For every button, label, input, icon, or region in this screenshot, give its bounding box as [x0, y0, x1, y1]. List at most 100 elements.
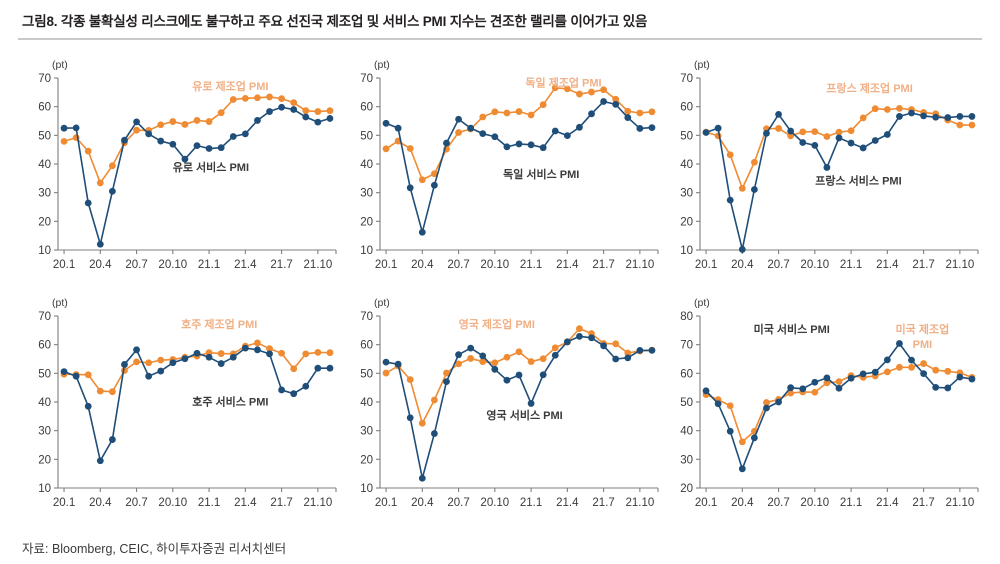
- data-point: [96, 387, 104, 395]
- data-point: [326, 107, 334, 115]
- data-point: [920, 112, 928, 120]
- data-point: [763, 129, 770, 137]
- data-point: [467, 344, 475, 352]
- y-axis-unit-label: (pt): [52, 59, 68, 71]
- data-point: [968, 375, 976, 383]
- x-tick-label: 20.1: [53, 259, 75, 271]
- data-point: [193, 142, 201, 150]
- data-point: [738, 438, 746, 446]
- data-point: [636, 125, 644, 132]
- data-point: [290, 99, 298, 107]
- data-point: [418, 176, 426, 184]
- data-point: [847, 374, 855, 382]
- data-point: [205, 118, 213, 125]
- y-tick-label: 40: [680, 159, 693, 171]
- data-point: [406, 184, 414, 192]
- data-point: [443, 378, 450, 386]
- data-point: [217, 144, 225, 152]
- x-tick-label: 21.1: [520, 497, 542, 509]
- y-tick-label: 40: [38, 397, 51, 409]
- data-point: [714, 400, 722, 408]
- data-point: [169, 359, 177, 367]
- data-point: [217, 360, 225, 367]
- data-point: [278, 95, 286, 103]
- data-point: [563, 338, 571, 346]
- data-point: [108, 388, 116, 396]
- x-tick-label: 20.1: [375, 259, 397, 271]
- data-point: [254, 346, 261, 354]
- x-tick-label: 21.10: [625, 259, 654, 271]
- data-point: [133, 118, 140, 126]
- data-point: [96, 457, 104, 465]
- data-point: [648, 347, 656, 354]
- x-tick-label: 20.1: [695, 497, 717, 509]
- y-tick-label: 60: [360, 102, 373, 114]
- chart-panel-france: (pt) 10 20 30 40 50 60 70 20.1 20.4 20.7 20.10 21.1 2…: [660, 52, 986, 284]
- data-point: [302, 113, 310, 121]
- data-point: [479, 352, 487, 360]
- data-point: [823, 379, 831, 387]
- data-point: [636, 109, 644, 117]
- data-point: [278, 386, 286, 394]
- data-point: [503, 143, 511, 151]
- x-tick-label: 21.4: [556, 259, 579, 271]
- data-point: [430, 430, 438, 437]
- y-tick-label: 20: [680, 483, 693, 495]
- series-annotation-manufacturing: 호주 제조업 PMI: [181, 317, 257, 331]
- x-tick-label: 21.1: [840, 259, 862, 271]
- data-point: [302, 350, 310, 358]
- x-tick-label: 21.7: [270, 259, 292, 271]
- x-tick-label: 21.1: [198, 259, 220, 271]
- data-point: [624, 349, 632, 357]
- x-tick-label: 21.7: [592, 259, 614, 271]
- data-point: [443, 139, 450, 147]
- y-tick-label: 50: [360, 130, 373, 142]
- data-point: [612, 100, 620, 108]
- x-tick-label: 20.1: [375, 497, 397, 509]
- x-tick-label: 20.4: [411, 259, 434, 271]
- data-point: [96, 179, 104, 187]
- data-point: [527, 358, 535, 365]
- data-point: [750, 434, 758, 442]
- x-tick-label: 21.4: [234, 259, 257, 271]
- data-point: [266, 93, 273, 101]
- data-point: [254, 94, 261, 102]
- data-point: [133, 358, 140, 366]
- x-tick-label: 21.10: [303, 497, 332, 509]
- x-tick-label: 21.1: [198, 497, 220, 509]
- series-line-services: [385, 335, 653, 480]
- data-point: [157, 356, 165, 364]
- chart-panel-euro: (pt) 10 20 30 40 50 60 70 20.1 20.4 20.7 20.10 21.1 2…: [18, 52, 344, 284]
- data-point: [636, 347, 644, 354]
- data-point: [612, 340, 620, 348]
- data-point: [896, 340, 903, 347]
- x-tick-label: 21.10: [945, 497, 974, 509]
- data-point: [823, 133, 831, 140]
- data-point: [883, 131, 891, 138]
- data-point: [551, 351, 559, 359]
- data-point: [714, 124, 722, 132]
- data-point: [455, 360, 462, 368]
- data-point: [241, 344, 249, 352]
- data-point: [515, 348, 523, 356]
- data-point: [326, 364, 334, 372]
- data-point: [702, 129, 710, 136]
- series-line-manufacturing: [705, 362, 973, 443]
- data-point: [515, 140, 523, 148]
- data-point: [944, 114, 952, 121]
- data-point: [811, 388, 819, 396]
- y-tick-label: 30: [360, 188, 373, 200]
- data-point: [811, 141, 819, 149]
- data-point: [418, 474, 426, 482]
- data-point: [775, 398, 782, 406]
- data-point: [871, 368, 879, 376]
- data-point: [157, 367, 165, 375]
- data-point: [467, 355, 475, 362]
- data-point: [726, 151, 734, 159]
- data-point: [229, 96, 237, 103]
- data-point: [908, 363, 915, 371]
- data-point: [382, 119, 390, 127]
- y-tick-label: 40: [360, 159, 373, 171]
- series-annotation-services: 미국 서비스 PMI: [754, 322, 830, 336]
- data-point: [326, 115, 334, 122]
